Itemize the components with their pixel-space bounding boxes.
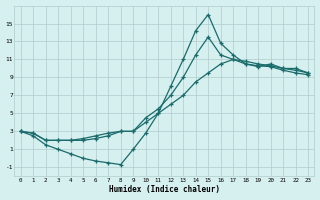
- X-axis label: Humidex (Indice chaleur): Humidex (Indice chaleur): [109, 185, 220, 194]
